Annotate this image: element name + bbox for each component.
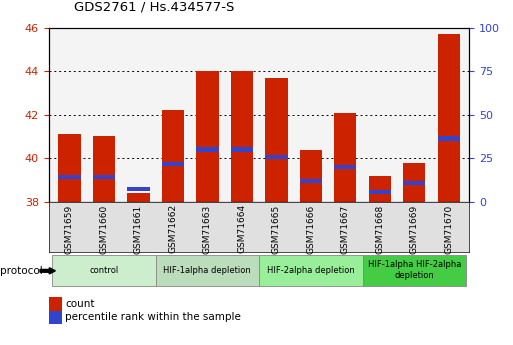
Bar (368, 190, 391, 194)
Text: GSM71666: GSM71666 (306, 204, 315, 254)
Bar (231, 71, 253, 202)
Bar (93, 137, 115, 202)
Text: percentile rank within the sample: percentile rank within the sample (65, 313, 241, 322)
Bar (58, 134, 81, 202)
Bar (300, 179, 322, 183)
Text: GSM71670: GSM71670 (444, 204, 453, 254)
Bar (196, 71, 219, 202)
Bar (403, 162, 425, 202)
Bar (196, 147, 219, 152)
Text: HIF-1alpha HIF-2alpha
depletion: HIF-1alpha HIF-2alpha depletion (367, 260, 461, 280)
Bar (334, 112, 357, 202)
Text: GSM71663: GSM71663 (203, 204, 212, 254)
Bar (93, 175, 115, 179)
Text: GSM71659: GSM71659 (65, 204, 74, 254)
Bar (265, 78, 287, 202)
FancyBboxPatch shape (259, 255, 363, 286)
Text: GSM71661: GSM71661 (134, 204, 143, 254)
Bar (231, 147, 253, 152)
FancyBboxPatch shape (155, 255, 259, 286)
Bar (127, 187, 150, 191)
Bar (334, 165, 357, 169)
Text: GSM71669: GSM71669 (410, 204, 419, 254)
Bar (58, 175, 81, 179)
Bar (300, 150, 322, 202)
Text: GSM71664: GSM71664 (238, 204, 246, 254)
Text: GSM71665: GSM71665 (272, 204, 281, 254)
Bar (265, 155, 287, 159)
Text: HIF-1alpha depletion: HIF-1alpha depletion (164, 266, 251, 275)
Bar (162, 161, 184, 166)
Bar (403, 181, 425, 186)
Bar (438, 34, 460, 202)
Text: count: count (65, 299, 95, 308)
Bar (162, 110, 184, 202)
Bar (127, 193, 150, 202)
Text: GSM71660: GSM71660 (100, 204, 108, 254)
Text: protocol: protocol (0, 266, 43, 276)
Bar (368, 176, 391, 202)
Text: GSM71668: GSM71668 (375, 204, 384, 254)
Text: GDS2761 / Hs.434577-S: GDS2761 / Hs.434577-S (74, 1, 235, 14)
Text: GSM71662: GSM71662 (168, 204, 177, 254)
Text: control: control (89, 266, 119, 275)
Bar (438, 137, 460, 141)
FancyBboxPatch shape (363, 255, 466, 286)
Text: HIF-2alpha depletion: HIF-2alpha depletion (267, 266, 354, 275)
FancyBboxPatch shape (52, 255, 155, 286)
Text: GSM71667: GSM71667 (341, 204, 350, 254)
